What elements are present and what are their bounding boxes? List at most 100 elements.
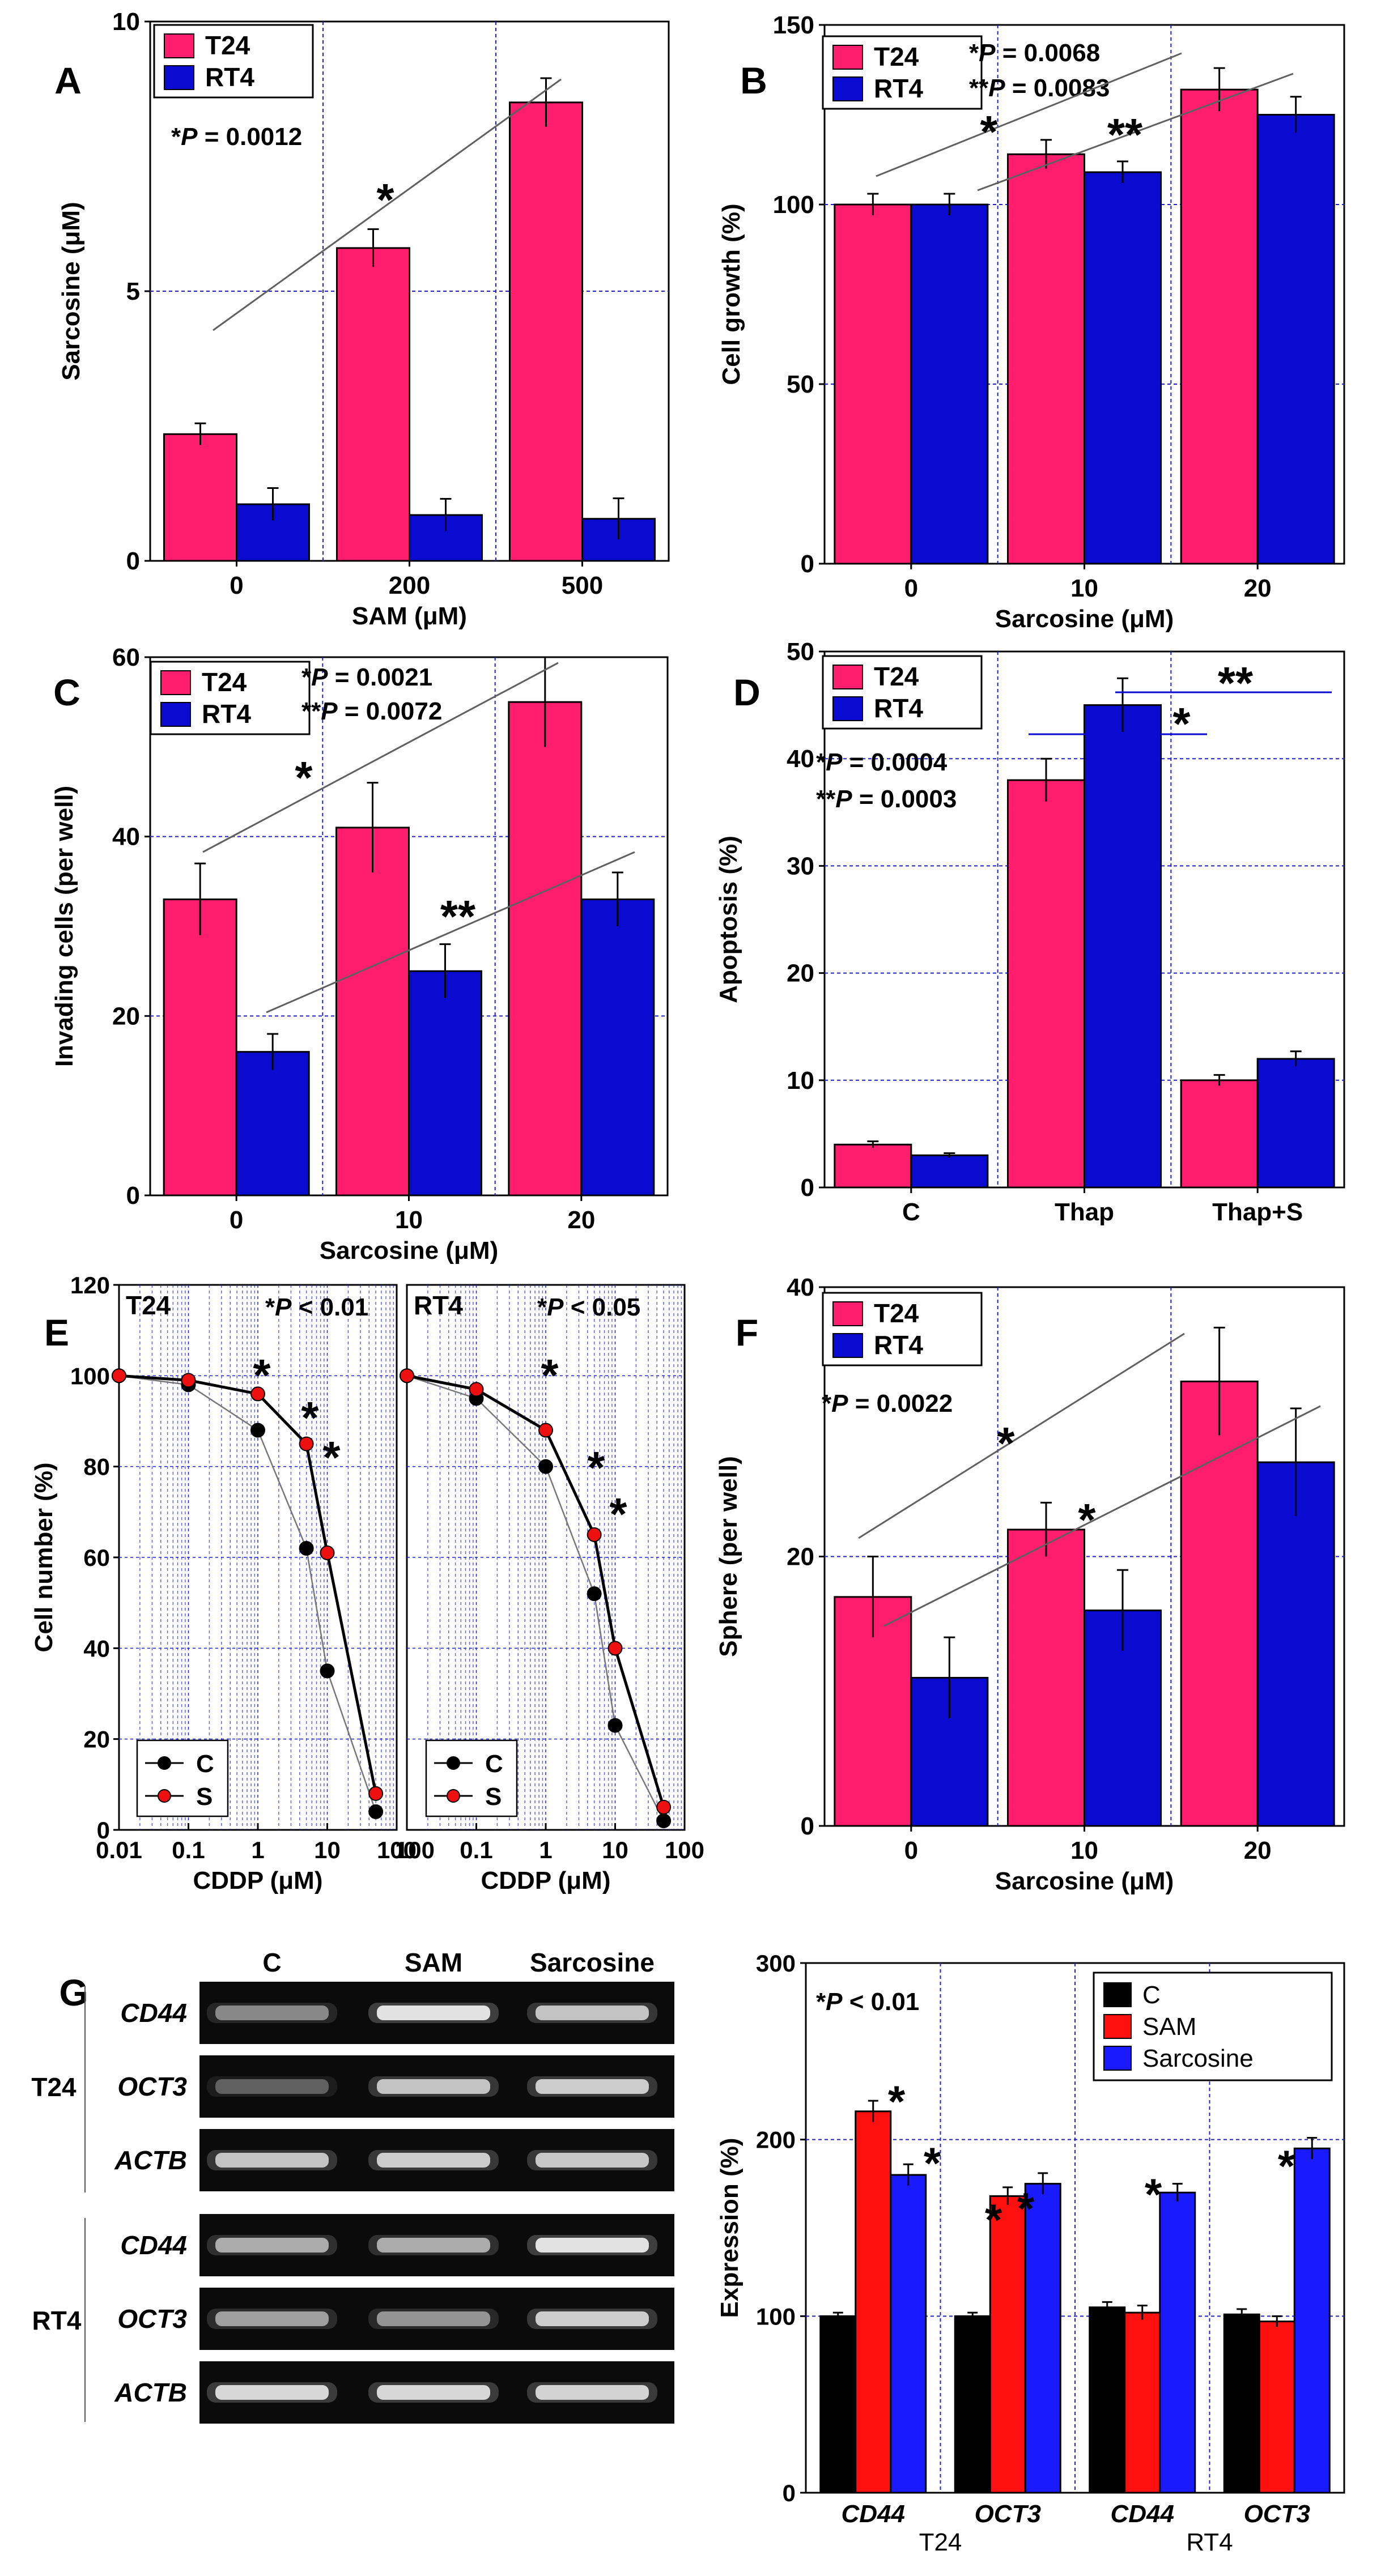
x-tick-label: 100 (377, 1837, 417, 1863)
gel-band (536, 2311, 649, 2326)
legend-box (1093, 1972, 1333, 2081)
x-tick-label: 100 (395, 1837, 435, 1863)
p-value-annotation: *P = 0.0012 (171, 123, 302, 151)
legend-label: T24 (874, 42, 919, 71)
y-tick-label: 100 (773, 191, 814, 219)
bar-RT4-0 (910, 1154, 989, 1189)
gel-band (215, 2311, 329, 2326)
p-value-annotation: *P = 0.0022 (822, 1390, 953, 1417)
trend-line (202, 662, 559, 853)
legend-swatch-Sarcosine (1103, 2046, 1132, 2071)
y-tick-label: 20 (787, 960, 814, 987)
x-tick-label: Thap (1055, 1198, 1114, 1226)
gel-band-halo (207, 2235, 337, 2255)
y-tick-label: 10 (787, 1067, 814, 1095)
gel-band-halo (207, 2076, 337, 2097)
point-C-2 (250, 1423, 265, 1438)
bar-RT4-2 (1256, 114, 1335, 565)
x-tick-label: 0 (904, 574, 918, 602)
legend-marker-C (447, 1756, 460, 1770)
gel-row-label: OCT3 (117, 2072, 187, 2101)
legend-swatch-C (1103, 1982, 1132, 2007)
x-tick-label: Thap+S (1212, 1198, 1303, 1226)
y-tick-label: 50 (787, 638, 814, 666)
legend-swatch-T24 (832, 45, 863, 70)
y-tick-label: 40 (83, 1635, 110, 1662)
legend-label: T24 (205, 31, 250, 60)
gel-band-halo (527, 2235, 657, 2255)
y-tick-label: 0 (126, 1182, 140, 1210)
gel-band (536, 2006, 649, 2020)
panel-E2: 100 0.1 1 10 100 CDDP (μM) RT4 CS (395, 1284, 704, 1894)
y-tick-label: 0 (783, 2480, 796, 2506)
legend-swatch-RT4 (160, 702, 191, 727)
panel-label: G (59, 1972, 88, 2013)
gel-band (377, 2385, 490, 2400)
gel-band-halo (207, 2003, 337, 2023)
trend-line (977, 73, 1294, 191)
legend-swatch-RT4 (832, 1333, 863, 1358)
gel-band-halo (368, 2309, 499, 2329)
y-tick-label: 80 (83, 1454, 110, 1480)
point-C-4 (607, 1718, 623, 1733)
point-C-5 (656, 1813, 672, 1828)
gel-row-label: CD44 (120, 2230, 187, 2260)
bar-Sarcosine-1 (1024, 2183, 1061, 2494)
bar-T24-2 (509, 101, 583, 562)
bar-Sarcosine-3 (1293, 2147, 1331, 2494)
significance-star: * (322, 1432, 341, 1483)
bar-T24-2 (508, 701, 583, 1197)
gel-band (377, 2153, 490, 2168)
panel-label: B (740, 59, 767, 101)
y-tick-label: 300 (756, 1950, 796, 1977)
x-tick-label: CD44 (842, 2500, 906, 2528)
p-value-annotation: *P = 0.0021 (301, 663, 432, 691)
x-tick-label: 0.1 (460, 1837, 492, 1863)
y-axis-title: Sarcosine (μM) (57, 202, 85, 380)
significance-star: * (541, 1350, 559, 1400)
trend-line (858, 1332, 1185, 1539)
legend-swatch-T24 (164, 33, 194, 58)
y-tick-label: 40 (787, 1274, 814, 1301)
legend-swatch-RT4 (164, 65, 194, 90)
gel-row-label: OCT3 (117, 2304, 187, 2334)
panel-D: 0 10 20 30 40 50 C Thap Thap+S Apoptosis (%) (715, 638, 1345, 1226)
legend-label: RT4 (205, 62, 254, 92)
significance-star: ** (1107, 109, 1143, 160)
y-tick-label: 20 (787, 1543, 814, 1571)
point-S-2 (250, 1386, 265, 1402)
series-line-S (118, 1374, 377, 1794)
trend-line (883, 1405, 1321, 1627)
gel-row-label: ACTB (114, 2378, 187, 2407)
y-tick-label: 30 (787, 852, 814, 880)
point-C-2 (538, 1459, 553, 1474)
significance-star: * (980, 107, 998, 157)
significance-star: * (301, 1393, 319, 1443)
bar-T24-0 (834, 1143, 912, 1189)
y-axis-title: Cell number (%) (30, 1463, 58, 1653)
y-tick-label: 0 (801, 550, 814, 578)
gel-band (536, 2079, 649, 2094)
x-tick-label: 0.01 (96, 1837, 142, 1863)
point-S-0 (112, 1368, 126, 1383)
point-S-0 (400, 1368, 414, 1383)
gel-band-halo (207, 2150, 337, 2170)
p-value-annotation: *P = 0.0004 (816, 748, 948, 776)
gel-group-label: T24 (31, 2072, 77, 2102)
significance-star: * (609, 1489, 627, 1539)
legend-box (425, 1739, 518, 1817)
x-tick-label: 0 (230, 1206, 243, 1234)
bar-SAM-0 (855, 2110, 892, 2494)
bar-T24-1 (1007, 153, 1085, 565)
significance-star: * (1078, 1494, 1096, 1545)
gel-column-label: SAM (405, 1948, 462, 1977)
point-C-4 (320, 1663, 335, 1679)
panel-C: 0 20 40 60 0 10 20 Sarcosine (μM) Invading cells… (50, 644, 669, 1264)
y-tick-label: 40 (787, 745, 814, 773)
bar-C-1 (954, 2315, 991, 2494)
gel-band-halo (527, 2382, 657, 2403)
bar-SAM-3 (1258, 2320, 1295, 2494)
y-axis-title: Invading cells (per well) (50, 786, 78, 1067)
x-tick-label: 10 (1070, 574, 1098, 602)
